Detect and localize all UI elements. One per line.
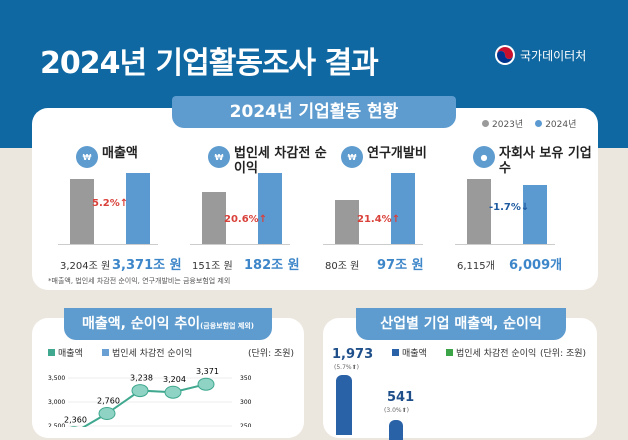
- industry-tab: 산업별 기업 매출액, 순이익: [356, 308, 566, 340]
- y-tick-right: 350: [240, 375, 252, 382]
- y-tick-left: 3,500: [48, 375, 65, 382]
- industry-bar: [389, 420, 403, 440]
- data-label: 2,760: [97, 397, 120, 406]
- y-tick-right: 300: [240, 399, 252, 406]
- industry-unit: (단위: 조원): [540, 346, 586, 359]
- industry-legend-sales: 매출액: [392, 346, 427, 359]
- data-point: [198, 378, 214, 390]
- bar-value: 541: [387, 390, 414, 405]
- bar-change: (3.0%⬆): [384, 407, 409, 414]
- industry-bar: [336, 375, 352, 435]
- bar-value: 1,973: [332, 347, 373, 362]
- industry-legend-profit: 법인세 차감전 순이익: [446, 346, 536, 359]
- data-label: 3,371: [196, 367, 219, 376]
- y-tick-right: 250: [240, 423, 252, 427]
- data-label: 2,360: [64, 416, 87, 425]
- y-tick-left: 3,000: [48, 399, 65, 406]
- data-point: [99, 408, 115, 420]
- data-point: [165, 386, 181, 398]
- data-label: 3,238: [130, 374, 153, 383]
- y-tick-left: 2,500: [48, 423, 65, 427]
- data-point: [132, 385, 148, 397]
- bar-change: (5.7%⬆): [334, 364, 359, 371]
- data-label: 3,204: [163, 375, 186, 384]
